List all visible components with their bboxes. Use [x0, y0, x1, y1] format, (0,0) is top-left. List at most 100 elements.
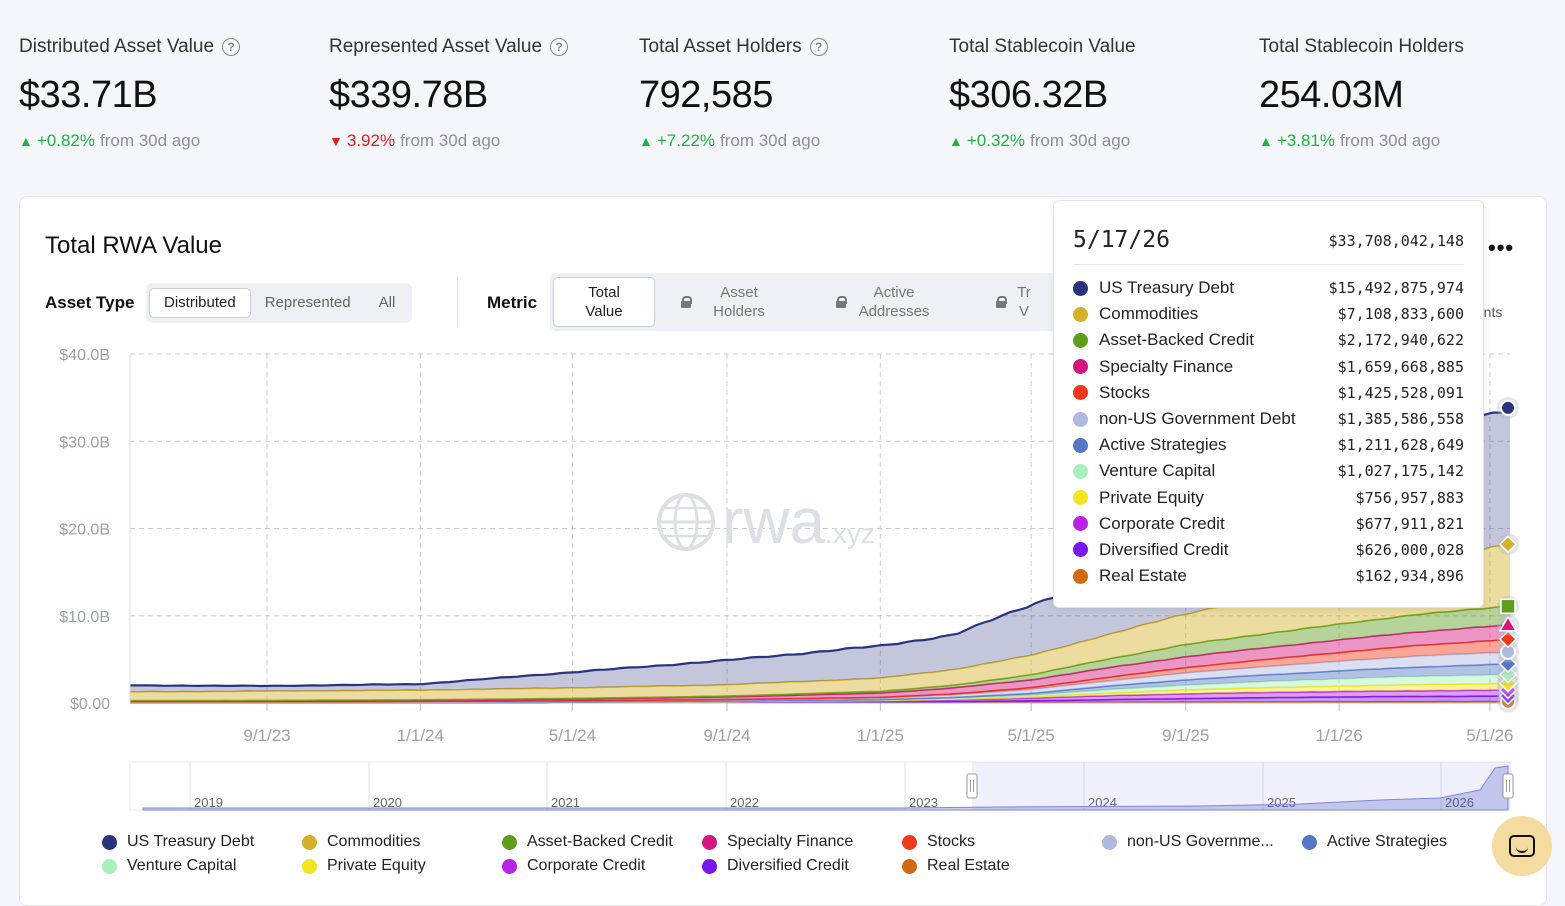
series-dot-icon — [1073, 516, 1088, 532]
help-icon[interactable]: ? — [809, 38, 828, 56]
legend-item[interactable]: US Treasury Debt — [102, 833, 254, 851]
stat-label: Distributed Asset Value? — [19, 36, 319, 58]
legend-item[interactable]: Stocks — [902, 833, 975, 851]
legend-item[interactable]: non-US Governme... — [1102, 833, 1274, 851]
legend-dot-icon — [502, 834, 517, 850]
metric-label: Metric — [487, 293, 538, 312]
legend-item[interactable]: Asset-Backed Credit — [502, 833, 673, 851]
legend-item[interactable]: Diversified Credit — [702, 857, 849, 875]
arrow-up-icon: ▲ — [19, 133, 33, 149]
legend-label: Venture Capital — [127, 857, 237, 874]
arrow-up-icon: ▲ — [639, 133, 653, 149]
stat-change: ▼ 3.92% from 30d ago — [329, 131, 629, 151]
stat-card: Total Asset Holders? 792,585 ▲ +7.22% from 3… — [639, 36, 939, 151]
metric-option-asset-holders[interactable]: Asset Holders — [655, 277, 805, 327]
legend-label: Active Strategies — [1327, 833, 1448, 850]
series-dot-icon — [1073, 280, 1088, 296]
tooltip-series-value: $1,425,528,091 — [1337, 383, 1464, 402]
tooltip-series-value: $1,027,175,142 — [1337, 462, 1464, 481]
asset-type-distributed[interactable]: Distributed — [149, 288, 251, 318]
controls-divider — [457, 277, 458, 327]
stat-change-suffix: from 30d ago — [720, 131, 821, 150]
series-dot-icon — [1073, 463, 1088, 479]
stat-label-text: Represented Asset Value — [329, 36, 543, 57]
asset-type-represented[interactable]: Represented — [264, 294, 351, 312]
legend-dot-icon — [502, 858, 517, 874]
legend-item[interactable]: Private Equity — [302, 857, 426, 875]
legend-label: Corporate Credit — [527, 857, 646, 874]
legend-label: Commodities — [327, 833, 421, 850]
arrow-up-icon: ▲ — [1259, 133, 1273, 149]
legend-dot-icon — [702, 858, 717, 874]
stat-value: 792,585 — [639, 74, 773, 116]
legend-item[interactable]: Specialty Finance — [702, 833, 853, 851]
tooltip-series-value: $15,492,875,974 — [1328, 279, 1464, 298]
tooltip-divider — [1073, 264, 1464, 265]
chart-legend: US Treasury Debt Commodities Asset-Backed … — [102, 833, 1502, 883]
chat-icon — [1509, 835, 1535, 857]
stat-value: $306.32B — [949, 74, 1108, 116]
tooltip-series-name: non-US Government Debt — [1099, 409, 1296, 429]
stat-change: ▲ +3.81% from 30d ago — [1259, 131, 1559, 151]
tooltip-series-name: Asset-Backed Credit — [1099, 330, 1254, 350]
stat-change: ▲ +0.32% from 30d ago — [949, 131, 1249, 151]
lock-icon — [996, 296, 1007, 308]
legend-item[interactable]: Commodities — [302, 833, 420, 851]
stat-change-percent: +0.32% — [966, 131, 1025, 150]
stat-label: Total Stablecoin Holders — [1259, 36, 1559, 58]
asset-type-all[interactable]: All — [378, 294, 396, 312]
legend-dot-icon — [102, 834, 117, 850]
stat-label: Total Asset Holders? — [639, 36, 939, 58]
stat-change-suffix: from 30d ago — [1030, 131, 1131, 150]
tooltip-date: 5/17/26 — [1073, 227, 1170, 253]
tooltip-row: Commodities $7,108,833,600 — [1073, 301, 1464, 327]
metric-option-active-addresses[interactable]: Active Addresses — [805, 277, 965, 327]
tooltip-rows: US Treasury Debt $15,492,875,974 Commoditi… — [1073, 275, 1464, 589]
tooltip-series-name: Diversified Credit — [1099, 539, 1229, 559]
help-icon[interactable]: ? — [550, 38, 569, 56]
metric-option-tr-v[interactable]: Tr V — [965, 277, 1065, 327]
stat-change-suffix: from 30d ago — [100, 131, 201, 150]
legend-dot-icon — [702, 834, 717, 850]
legend-label: Specialty Finance — [727, 833, 854, 850]
metric-option-label: Active Addresses — [858, 283, 930, 321]
legend-dot-icon — [102, 858, 117, 874]
tooltip-row: Asset-Backed Credit $2,172,940,622 — [1073, 327, 1464, 353]
tooltip-row: Specialty Finance $1,659,668,885 — [1073, 354, 1464, 380]
tooltip-series-value: $677,911,821 — [1355, 514, 1464, 533]
tooltip-series-name: Commodities — [1099, 304, 1199, 324]
stat-change-percent: +0.82% — [36, 131, 95, 150]
legend-label: Diversified Credit — [727, 857, 849, 874]
tooltip-row: non-US Government Debt $1,385,586,558 — [1073, 406, 1464, 432]
legend-item[interactable]: Corporate Credit — [502, 857, 645, 875]
series-dot-icon — [1073, 437, 1088, 453]
stat-label: Represented Asset Value? — [329, 36, 629, 58]
more-options-icon[interactable]: ••• — [1488, 235, 1515, 260]
legend-dot-icon — [1102, 834, 1117, 850]
stat-card: Distributed Asset Value? $33.71B ▲ +0.82% fr… — [19, 36, 319, 151]
stat-label-text: Total Stablecoin Holders — [1259, 36, 1464, 57]
legend-dot-icon — [302, 834, 317, 850]
stat-card: Total Stablecoin Value $306.32B ▲ +0.32% fro… — [949, 36, 1249, 151]
legend-item[interactable]: Real Estate — [902, 857, 1010, 875]
legend-item[interactable]: Active Strategies — [1302, 833, 1447, 851]
stat-change-suffix: from 30d ago — [400, 131, 501, 150]
legend-item[interactable]: Venture Capital — [102, 857, 236, 875]
metric-option-total-value[interactable]: Total Value — [553, 277, 655, 327]
tooltip-series-name: Active Strategies — [1099, 435, 1227, 455]
chat-button[interactable] — [1492, 816, 1552, 876]
tooltip-series-name: Venture Capital — [1099, 461, 1216, 481]
tooltip-series-value: $1,211,628,649 — [1337, 436, 1464, 455]
lock-icon — [681, 296, 692, 308]
series-dot-icon — [1073, 542, 1088, 558]
legend-dot-icon — [302, 858, 317, 874]
stat-label-text: Total Asset Holders — [639, 36, 802, 57]
lock-icon — [836, 296, 847, 308]
stat-value: $33.71B — [19, 74, 158, 116]
stat-label: Total Stablecoin Value — [949, 36, 1249, 58]
help-icon[interactable]: ? — [222, 38, 241, 56]
tooltip-row: Real Estate $162,934,896 — [1073, 563, 1464, 589]
asset-type-toggle: Distributed Represented All — [146, 283, 413, 323]
tooltip-row: Private Equity $756,957,883 — [1073, 485, 1464, 511]
stat-card: Total Stablecoin Holders 254.03M ▲ +3.81% fr… — [1259, 36, 1559, 151]
